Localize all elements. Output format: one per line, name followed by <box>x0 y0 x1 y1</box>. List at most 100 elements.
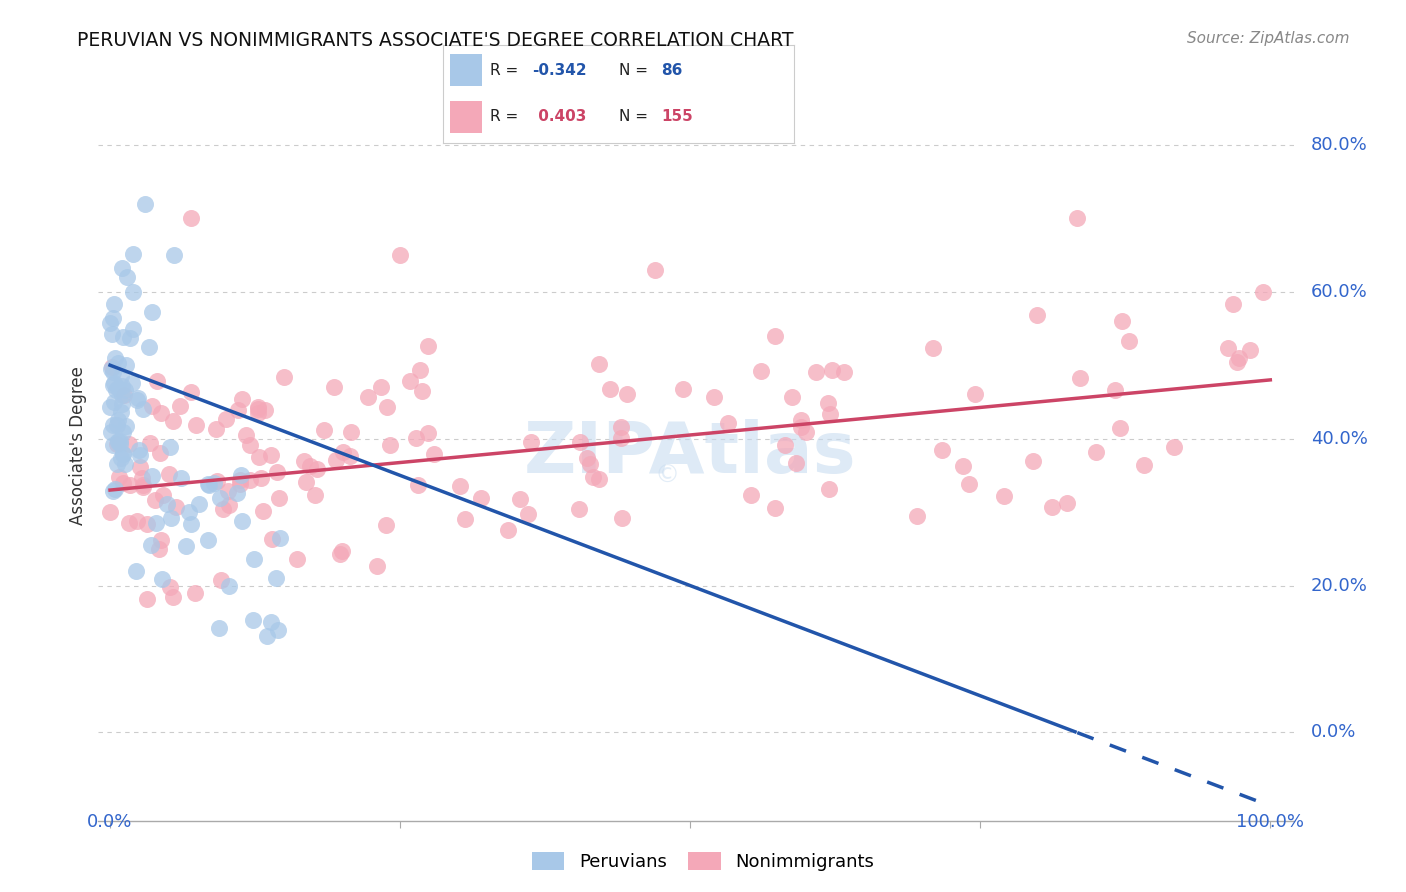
Point <box>616 387 638 401</box>
Point <box>247 450 270 465</box>
Point <box>1022 454 1045 468</box>
Point <box>717 417 740 431</box>
Point <box>141 399 163 413</box>
Point <box>101 360 124 375</box>
Point <box>141 469 163 483</box>
Point <box>247 401 270 415</box>
Point <box>1085 445 1108 459</box>
Point <box>114 457 136 471</box>
Point <box>159 580 181 594</box>
Point <box>138 435 160 450</box>
Point <box>817 395 839 409</box>
Point <box>105 457 128 471</box>
Point <box>266 465 288 479</box>
Bar <box>450 101 481 133</box>
Point <box>149 406 172 420</box>
Point <box>229 468 252 483</box>
Point <box>118 331 141 345</box>
Point <box>217 483 239 498</box>
Point <box>156 497 179 511</box>
Point <box>582 470 605 484</box>
Point <box>496 523 519 537</box>
Point <box>110 450 132 465</box>
Point <box>931 443 953 458</box>
Legend: Peruvians, Nonimmigrants: Peruvians, Nonimmigrants <box>524 845 882 879</box>
Point <box>1118 334 1140 348</box>
Point <box>100 425 122 439</box>
Y-axis label: Associate's Degree: Associate's Degree <box>69 367 87 525</box>
Point <box>103 418 125 433</box>
Point <box>212 502 235 516</box>
Point <box>1239 343 1261 357</box>
Point <box>209 574 232 588</box>
Point <box>299 459 322 474</box>
Point <box>609 419 631 434</box>
Point <box>247 402 270 417</box>
Point <box>169 399 191 413</box>
Point <box>790 420 813 434</box>
Point <box>165 500 187 515</box>
Point <box>330 544 353 558</box>
Point <box>134 196 156 211</box>
Point <box>1066 211 1088 225</box>
Point <box>418 425 440 440</box>
Point <box>231 514 253 528</box>
Point <box>136 591 159 606</box>
Point <box>100 362 122 376</box>
Text: ©: © <box>654 463 679 487</box>
Point <box>110 387 132 401</box>
Point <box>160 511 183 525</box>
Text: R =: R = <box>491 109 523 124</box>
Point <box>406 478 429 492</box>
Point <box>128 442 150 457</box>
Point <box>105 437 128 451</box>
Text: PERUVIAN VS NONIMMIGRANTS ASSOCIATE'S DEGREE CORRELATION CHART: PERUVIAN VS NONIMMIGRANTS ASSOCIATE'S DE… <box>77 31 794 50</box>
Point <box>366 559 388 574</box>
Point <box>112 330 135 344</box>
Point <box>599 382 621 396</box>
Point <box>285 552 308 566</box>
Point <box>375 400 398 414</box>
Point <box>1104 383 1126 397</box>
Point <box>804 365 827 379</box>
Point <box>226 402 249 417</box>
Point <box>952 458 974 473</box>
Text: 0.0%: 0.0% <box>87 814 132 831</box>
Point <box>101 311 124 326</box>
Point <box>588 472 610 486</box>
Point <box>174 540 197 554</box>
Point <box>821 363 844 377</box>
Point <box>610 510 633 524</box>
Point <box>111 261 134 276</box>
Point <box>218 498 240 512</box>
Point <box>905 509 928 524</box>
Point <box>260 448 283 462</box>
Point <box>132 477 155 491</box>
Point <box>100 401 122 415</box>
Point <box>111 397 134 411</box>
Point <box>135 516 157 531</box>
Point <box>110 405 132 419</box>
Point <box>273 370 295 384</box>
Point <box>118 436 141 450</box>
Text: 80.0%: 80.0% <box>1310 136 1368 153</box>
Point <box>454 512 477 526</box>
Point <box>198 478 221 492</box>
Point <box>150 533 173 547</box>
Point <box>389 248 412 262</box>
Point <box>107 434 129 449</box>
Point <box>208 621 231 635</box>
Point <box>763 500 786 515</box>
Point <box>103 296 125 310</box>
Text: 86: 86 <box>661 62 682 78</box>
Point <box>141 305 163 319</box>
Point <box>568 501 591 516</box>
Point <box>922 341 945 355</box>
Point <box>329 547 352 561</box>
Point <box>177 505 200 519</box>
Point <box>108 437 131 451</box>
Point <box>375 518 398 533</box>
Point <box>110 369 132 384</box>
Point <box>963 386 986 401</box>
Point <box>231 392 253 406</box>
